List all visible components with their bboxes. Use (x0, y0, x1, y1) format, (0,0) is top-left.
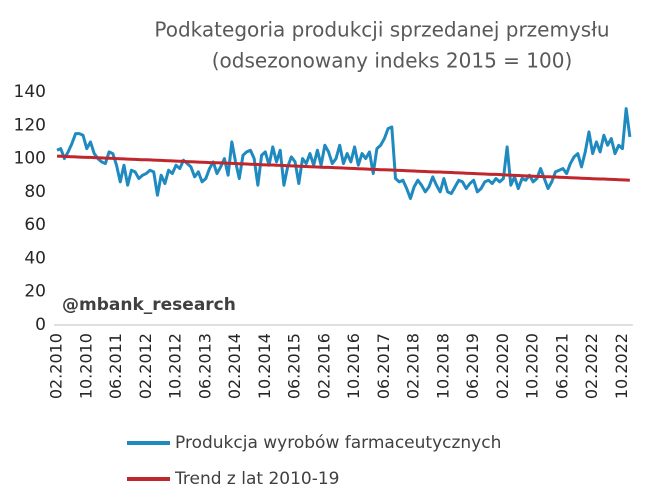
x-tick-label: 06.2017 (374, 333, 393, 399)
x-tick-label: 02.2016 (314, 333, 333, 399)
x-tick-label: 06.2015 (285, 333, 304, 399)
x-tick-label: 02.2014 (225, 333, 244, 399)
x-tick-label: 02.2022 (582, 333, 601, 399)
y-tick-label: 0 (35, 315, 46, 335)
x-tick-label: 06.2021 (552, 333, 571, 399)
x-tick-label: 10.2016 (344, 333, 363, 399)
y-tick-label: 100 (14, 149, 46, 169)
series-line (56, 154, 630, 182)
y-tick-label: 80 (24, 182, 46, 202)
y-tick-label: 140 (14, 82, 46, 102)
x-tick-label: 10.2010 (76, 333, 95, 399)
x-tick-label: 10.2014 (255, 333, 274, 399)
x-tick-label: 10.2012 (166, 333, 185, 399)
x-tick-label: 02.2020 (493, 333, 512, 399)
y-tick-label: 20 (24, 282, 46, 302)
legend-label: Produkcja wyrobów farmaceutycznych (175, 433, 501, 453)
x-tick-label: 02.2012 (136, 333, 155, 399)
annotation: @mbank_research (62, 295, 236, 315)
x-tick-label: 06.2019 (463, 333, 482, 399)
legend-label: Trend z lat 2010-19 (174, 469, 340, 489)
y-tick-label: 60 (24, 215, 46, 235)
x-tick-label: 02.2018 (404, 333, 423, 399)
y-tick-label: 40 (24, 248, 46, 268)
chart-title: Podkategoria produkcji sprzedanej przemy… (154, 18, 609, 42)
x-tick-label: 10.2022 (612, 333, 631, 399)
chart-subtitle: (odsezonowany indeks 2015 = 100) (212, 49, 573, 73)
x-tick-label: 06.2013 (195, 333, 214, 399)
x-tick-label: 06.2011 (106, 333, 125, 399)
x-tick-label: 10.2020 (523, 333, 542, 399)
y-tick-label: 120 (14, 115, 46, 135)
series-line (56, 107, 632, 201)
x-tick-label: 02.2010 (47, 333, 66, 399)
x-tick-label: 10.2018 (433, 333, 452, 399)
